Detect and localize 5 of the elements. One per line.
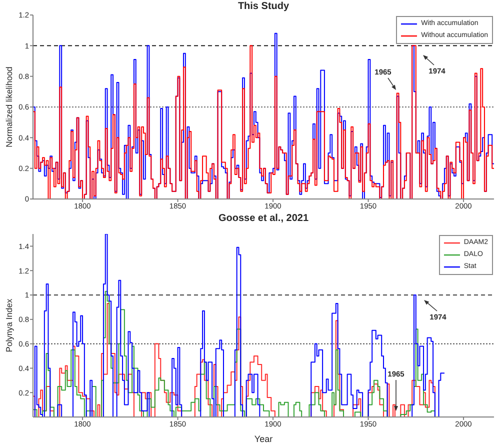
y-axis-title: Normalized likelihood bbox=[4, 66, 14, 148]
chart-title: This Study bbox=[236, 1, 290, 13]
x-axis-title: Year bbox=[254, 434, 273, 444]
chart-title: Goosse et al., 2021 bbox=[217, 213, 310, 225]
y-axis-title: Polynya Index bbox=[4, 298, 14, 352]
